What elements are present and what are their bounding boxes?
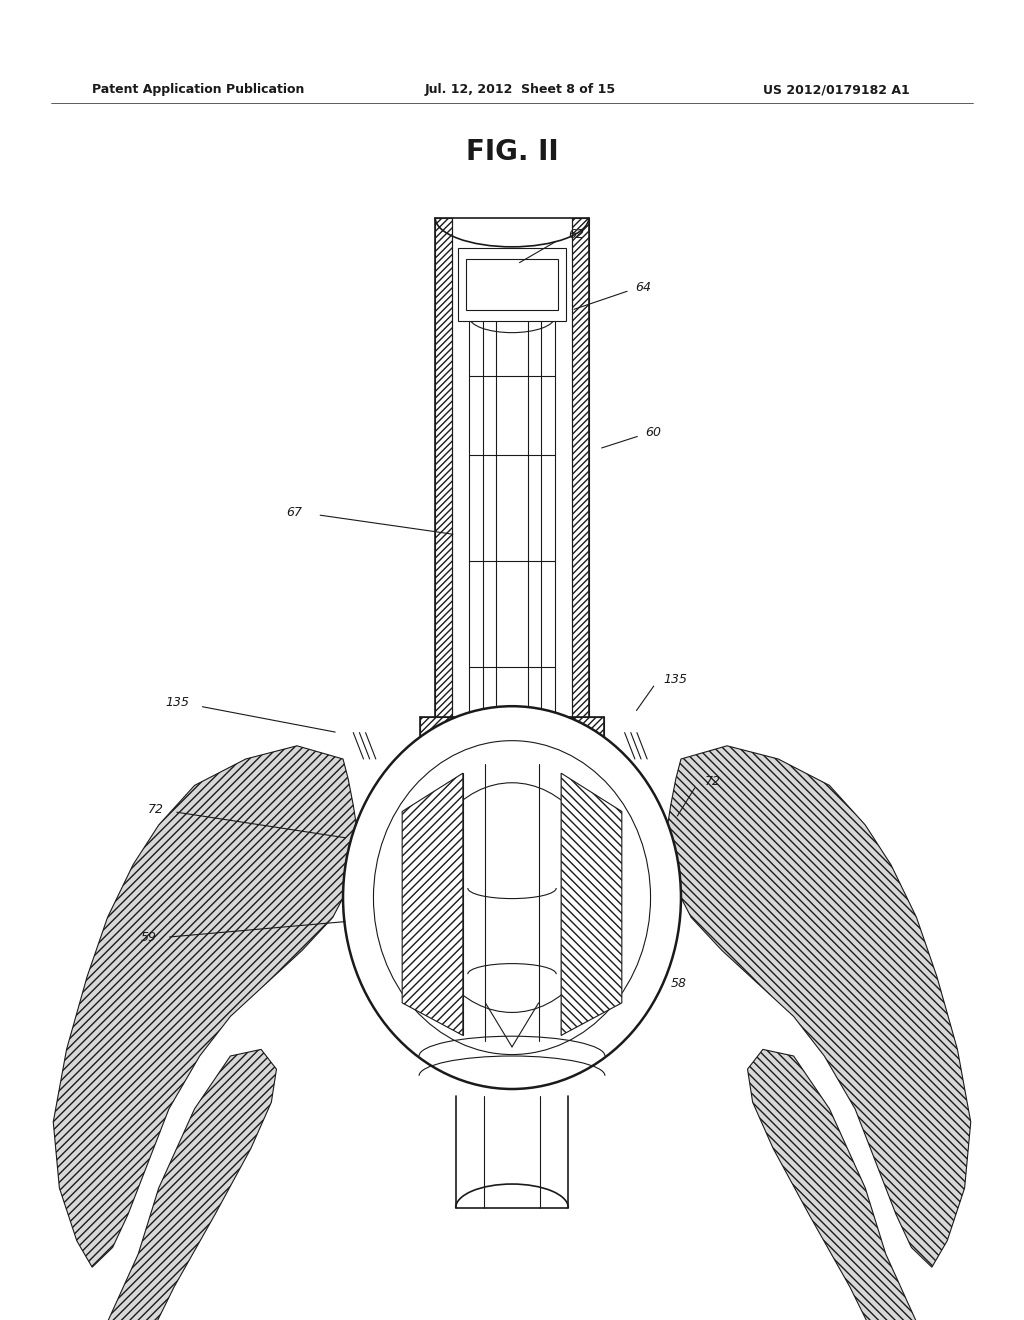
Bar [458, 248, 566, 321]
Text: Patent Application Publication: Patent Application Publication [92, 83, 304, 96]
Ellipse shape [343, 706, 681, 1089]
Text: 135: 135 [166, 696, 189, 709]
Text: 72: 72 [147, 803, 164, 816]
Text: 67: 67 [286, 506, 302, 519]
Text: 72: 72 [705, 775, 721, 788]
Text: Jul. 12, 2012  Sheet 8 of 15: Jul. 12, 2012 Sheet 8 of 15 [425, 83, 616, 96]
Text: US 2012/0179182 A1: US 2012/0179182 A1 [763, 83, 909, 96]
Bar [466, 259, 558, 310]
Polygon shape [561, 774, 622, 1035]
Text: 58: 58 [671, 977, 687, 990]
Text: 60: 60 [645, 426, 662, 440]
Text: FIG. II: FIG. II [466, 137, 558, 166]
Text: 59: 59 [140, 931, 157, 944]
Polygon shape [53, 746, 358, 1267]
Polygon shape [572, 218, 589, 719]
Polygon shape [748, 1049, 937, 1320]
Text: 64: 64 [635, 281, 651, 294]
Polygon shape [572, 717, 604, 780]
Polygon shape [666, 746, 971, 1267]
Polygon shape [87, 1049, 276, 1320]
Text: 135: 135 [664, 673, 687, 686]
Polygon shape [402, 774, 463, 1035]
Text: 62: 62 [568, 228, 585, 242]
Polygon shape [420, 717, 452, 780]
Polygon shape [435, 218, 452, 719]
Ellipse shape [374, 741, 650, 1055]
